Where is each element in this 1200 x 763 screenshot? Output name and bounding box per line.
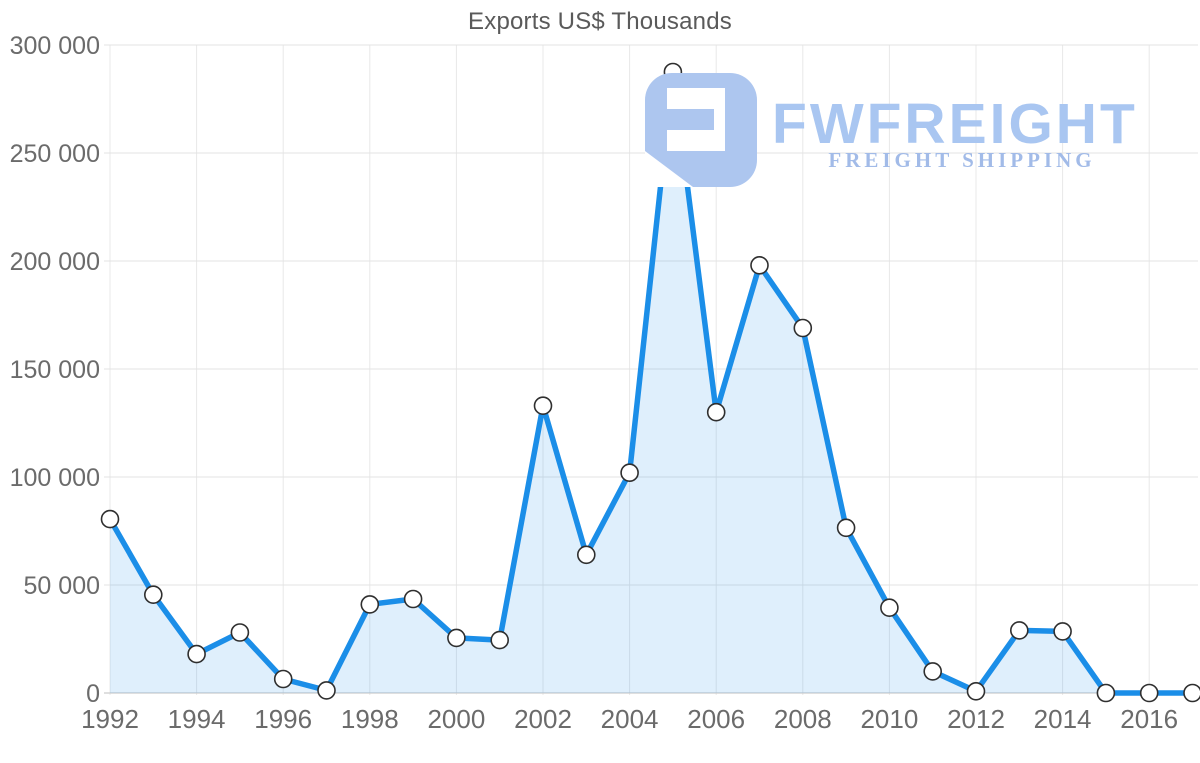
data-point-1997	[317, 681, 336, 700]
x-tick-label: 2006	[687, 704, 745, 734]
data-point-2017	[1183, 683, 1200, 703]
x-tick-label: 2002	[514, 704, 572, 734]
x-tick-label: 1992	[81, 704, 139, 734]
data-point-1995	[230, 623, 250, 642]
y-tick-label: 150 000	[10, 356, 100, 384]
data-point-1994	[187, 644, 206, 664]
y-tick-label: 200 000	[10, 248, 100, 276]
x-tick-label: 1998	[341, 704, 399, 734]
x-tick-label: 2012	[947, 704, 1005, 734]
chart-title: Exports US$ Thousands	[468, 8, 732, 35]
data-point-2005	[663, 62, 683, 82]
x-tick-label: 2000	[427, 704, 485, 734]
x-tick-label: 1996	[254, 704, 312, 734]
y-tick-label: 50 000	[24, 572, 100, 600]
x-tick-label: 2014	[1034, 704, 1092, 734]
data-point-2015	[1096, 683, 1116, 703]
data-point-2004	[620, 463, 639, 483]
y-tick-label: 100 000	[10, 464, 100, 492]
data-point-2006	[706, 402, 726, 422]
data-point-1996	[273, 669, 293, 689]
data-point-2000	[447, 628, 466, 648]
y-tick-label: 300 000	[10, 32, 100, 60]
data-point-2002	[533, 396, 553, 416]
data-point-2009	[836, 518, 856, 538]
x-tick-label: 2016	[1120, 704, 1178, 734]
area-fill	[110, 72, 1193, 693]
data-point-2010	[880, 598, 899, 618]
data-point-2016	[1139, 683, 1159, 703]
data-point-1992	[100, 509, 120, 529]
x-tick-label: 2008	[774, 704, 832, 734]
data-point-1999	[403, 589, 423, 609]
data-point-2007	[750, 255, 769, 275]
data-point-2011	[923, 662, 943, 681]
data-point-2003	[576, 545, 596, 565]
x-tick-label: 1994	[168, 704, 226, 734]
y-tick-label: 250 000	[10, 140, 100, 168]
data-point-2014	[1053, 622, 1072, 641]
data-point-2012	[966, 681, 986, 701]
data-point-1998	[360, 595, 380, 614]
y-tick-label: 0	[86, 680, 100, 708]
data-point-2008	[793, 318, 813, 338]
x-tick-label: 2004	[601, 704, 659, 734]
x-tick-label: 2010	[860, 704, 918, 734]
data-point-1993	[144, 585, 163, 605]
data-point-2013	[1009, 621, 1029, 640]
data-point-2001	[490, 630, 510, 650]
